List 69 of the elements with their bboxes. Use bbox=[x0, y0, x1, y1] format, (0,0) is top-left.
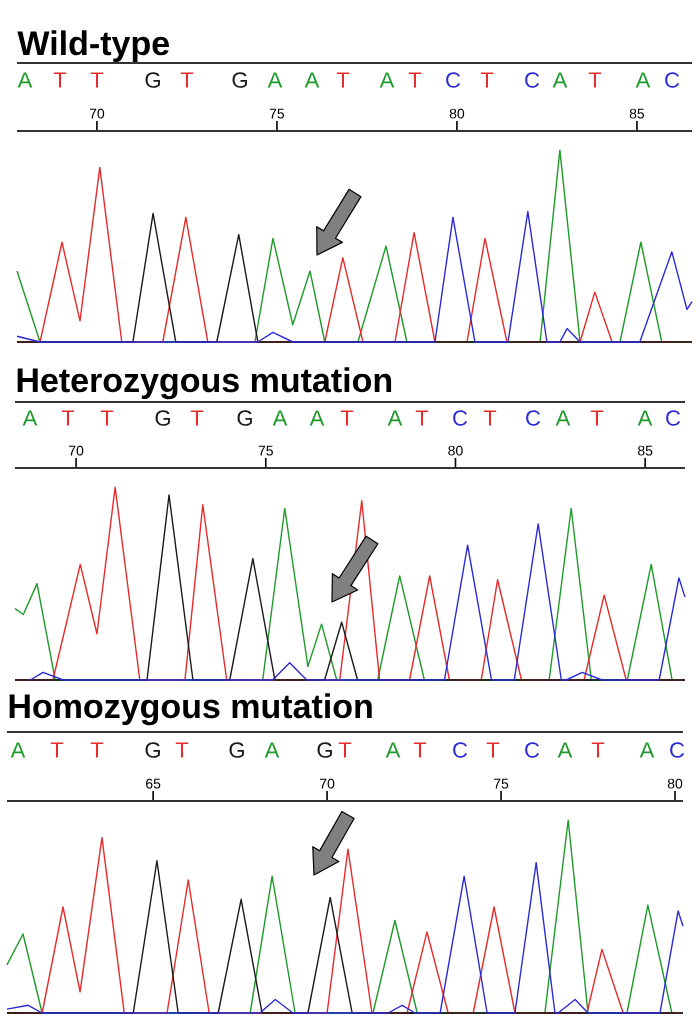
text: T bbox=[50, 742, 64, 758]
text: A bbox=[267, 72, 283, 88]
text: T bbox=[100, 410, 114, 426]
text: C bbox=[446, 72, 461, 88]
text: C bbox=[526, 410, 541, 426]
text: G bbox=[237, 410, 252, 426]
x-tick-label: 75 bbox=[493, 778, 509, 789]
text: C bbox=[525, 742, 540, 758]
text: C bbox=[670, 742, 685, 758]
text: T bbox=[591, 742, 605, 758]
text: T bbox=[180, 72, 194, 88]
text: A bbox=[264, 742, 280, 758]
text: C bbox=[453, 410, 468, 426]
text: T bbox=[61, 410, 75, 426]
chart-title: Homozygous mutation bbox=[9, 693, 372, 726]
text: T bbox=[53, 72, 67, 88]
x-tick-label: 75 bbox=[258, 445, 273, 456]
text: A bbox=[552, 72, 568, 88]
x-tick-label: 70 bbox=[69, 445, 84, 456]
chart-title: Wild-type bbox=[17, 30, 169, 63]
text: T bbox=[588, 72, 602, 88]
text: A bbox=[635, 72, 651, 88]
text: T bbox=[90, 742, 104, 758]
text: G bbox=[232, 72, 247, 88]
text: A bbox=[555, 410, 571, 426]
text: T bbox=[340, 410, 354, 426]
text: G bbox=[155, 410, 170, 426]
text: G bbox=[145, 742, 160, 758]
text: T bbox=[486, 742, 500, 758]
text: A bbox=[304, 72, 320, 88]
text: C bbox=[666, 410, 681, 426]
text: A bbox=[637, 410, 653, 426]
x-tick-label: 80 bbox=[448, 445, 463, 456]
x-tick-label: 70 bbox=[320, 778, 335, 789]
chart-title: Heterozygous mutation bbox=[17, 367, 392, 400]
x-tick-label: 70 bbox=[89, 108, 105, 119]
x-tick-label: 80 bbox=[667, 778, 683, 789]
text: T bbox=[413, 742, 427, 758]
text: T bbox=[415, 410, 429, 426]
text: A bbox=[17, 72, 33, 88]
text: A bbox=[639, 742, 655, 758]
text: T bbox=[336, 72, 350, 88]
x-tick-label: 75 bbox=[269, 108, 285, 119]
text: T bbox=[480, 72, 494, 88]
x-tick-label: 80 bbox=[449, 108, 465, 119]
text: T bbox=[190, 410, 204, 426]
text: T bbox=[408, 72, 422, 88]
text: C bbox=[525, 72, 540, 88]
text: A bbox=[379, 72, 395, 88]
text: C bbox=[665, 72, 680, 88]
text: A bbox=[272, 410, 288, 426]
x-tick-label: 65 bbox=[146, 778, 161, 789]
text: A bbox=[22, 410, 38, 426]
text: T bbox=[483, 410, 497, 426]
text: T bbox=[90, 72, 104, 88]
text: A bbox=[557, 742, 573, 758]
x-tick-label: 85 bbox=[637, 445, 653, 456]
text: T bbox=[175, 742, 189, 758]
text: G bbox=[317, 742, 332, 758]
text: A bbox=[10, 742, 26, 758]
text: G bbox=[229, 742, 244, 758]
text: T bbox=[590, 410, 604, 426]
text: G bbox=[145, 72, 160, 88]
text: T bbox=[338, 742, 352, 758]
text: A bbox=[385, 742, 401, 758]
x-tick-label: 85 bbox=[629, 108, 645, 119]
text: A bbox=[387, 410, 403, 426]
text: A bbox=[309, 410, 325, 426]
text: C bbox=[453, 742, 468, 758]
